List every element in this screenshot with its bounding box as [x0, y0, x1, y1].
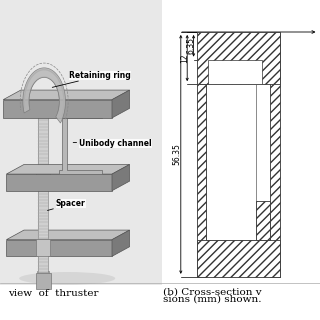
Polygon shape — [112, 90, 130, 118]
Polygon shape — [59, 114, 102, 174]
Bar — [208, 60, 262, 84]
Bar — [256, 201, 270, 240]
Bar — [197, 84, 206, 277]
Bar — [36, 239, 50, 256]
Bar — [162, 0, 320, 285]
Polygon shape — [6, 164, 130, 174]
Text: Spacer: Spacer — [47, 199, 86, 211]
Text: Retaining ring: Retaining ring — [52, 71, 131, 87]
Bar — [36, 273, 51, 289]
Polygon shape — [3, 90, 130, 100]
Polygon shape — [6, 240, 112, 256]
Bar — [36, 172, 50, 189]
Text: view  of  thruster: view of thruster — [8, 289, 99, 298]
Polygon shape — [3, 100, 112, 118]
Polygon shape — [23, 68, 65, 123]
Bar — [37, 271, 49, 273]
Ellipse shape — [19, 272, 115, 285]
Polygon shape — [6, 230, 130, 240]
Bar — [0, 0, 162, 285]
Bar — [197, 240, 280, 277]
Polygon shape — [112, 164, 130, 191]
Polygon shape — [59, 104, 120, 114]
Bar — [206, 84, 256, 240]
Text: Unibody channel: Unibody channel — [73, 139, 152, 148]
Text: 12: 12 — [180, 53, 189, 63]
Polygon shape — [112, 230, 130, 256]
Polygon shape — [6, 174, 112, 191]
Bar — [270, 32, 280, 277]
Text: sions (mm) shown.: sions (mm) shown. — [163, 295, 262, 304]
Bar — [197, 32, 280, 84]
Text: 56.35: 56.35 — [172, 143, 181, 165]
Text: (b) Cross-section v: (b) Cross-section v — [163, 287, 262, 296]
Text: 6.35: 6.35 — [187, 37, 196, 54]
